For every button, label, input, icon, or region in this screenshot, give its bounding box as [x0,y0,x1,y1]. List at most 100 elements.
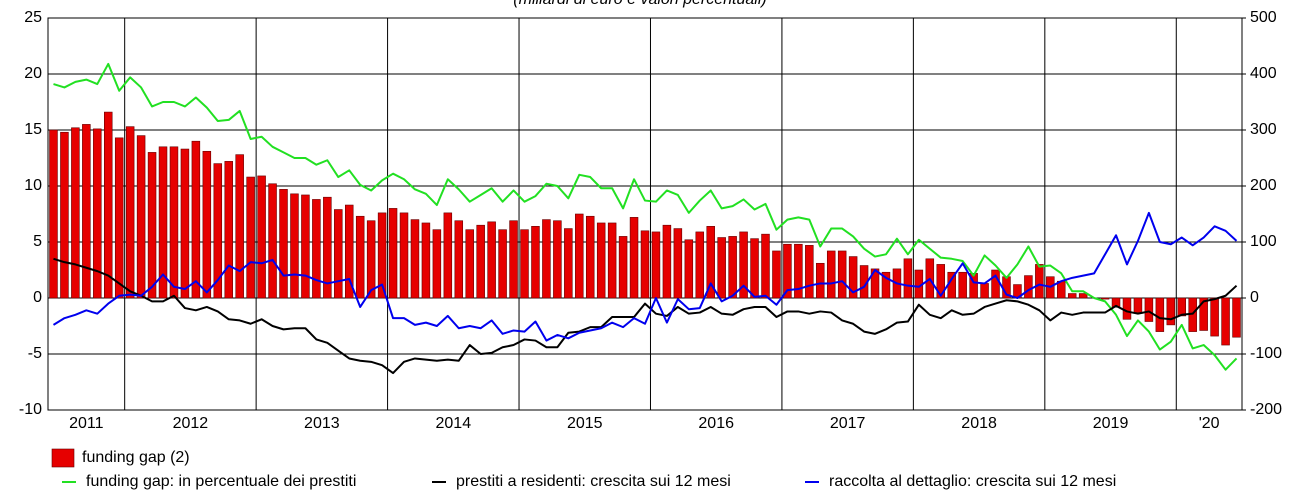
bar [454,220,464,299]
bar [1221,297,1230,346]
bar [224,161,233,299]
x-tick-label: 2018 [961,415,997,432]
bar [114,137,124,299]
x-tick-label: 2019 [1093,415,1129,432]
bar [903,258,913,299]
line [53,62,1238,371]
bar [136,135,146,299]
legend-label: prestiti a residenti: crescita sui 12 me… [456,473,731,490]
y-tick-label: 15 [24,121,42,138]
bar [870,268,880,299]
bar [290,193,299,299]
bar [147,152,157,299]
bar [1210,297,1219,337]
bar [279,189,288,299]
bar [60,131,69,299]
bar [334,209,343,299]
x-tick-label: 2015 [567,415,603,432]
bar [71,127,80,299]
line [52,211,1238,342]
bar [585,215,595,299]
bar [728,236,737,299]
bar [750,238,759,299]
bar [564,228,573,299]
bar [706,226,715,299]
bar [794,243,803,299]
bar [432,229,442,299]
y-tick-label: 0 [33,289,42,306]
bar [783,243,792,299]
bar [848,256,858,299]
x-tick-label: 2011 [69,415,104,432]
x-tick-label: 2012 [173,415,209,432]
bar [575,213,584,299]
bar [991,269,1000,299]
bar [596,222,606,299]
bar [1155,297,1165,332]
legend-swatch [51,448,75,468]
bar [1024,275,1033,299]
bar [881,271,891,299]
y2-tick-label: -200 [1250,401,1282,418]
bar [366,220,376,299]
bar [268,183,277,299]
bar [651,231,661,299]
bar [618,236,628,299]
plot-frame [47,17,1243,411]
bar [958,271,967,299]
bar [695,231,705,299]
bar [772,250,781,299]
bar [388,208,398,299]
bar [816,262,825,299]
y-tick-label: 5 [33,233,42,250]
legend-label: raccolta al dettaglio: crescita sui 12 m… [829,473,1116,490]
bar [82,124,91,299]
bar [837,250,847,299]
bar [191,140,201,299]
bar [509,220,518,299]
legend-label: funding gap (2) [82,449,190,466]
bar [377,212,387,299]
y2-tick-label: 500 [1250,9,1277,26]
bar [49,129,58,299]
bar [246,176,255,299]
bar [1078,293,1088,299]
bar [684,239,694,299]
y2-tick-label: 400 [1250,65,1277,82]
y2-tick-label: 300 [1250,121,1277,138]
bar [104,111,113,299]
bar [542,219,551,299]
y-tick-label: 25 [24,9,42,26]
bar [553,220,562,299]
bar [1133,297,1143,313]
bar [1100,297,1110,300]
x-tick-label: 2013 [304,415,340,432]
bar [323,196,332,299]
bar [1067,293,1077,299]
bar [826,250,836,299]
bar [1177,297,1186,317]
y2-tick-label: 200 [1250,177,1277,194]
bar [520,229,529,299]
y2-tick-label: 0 [1250,289,1259,306]
bar [980,283,989,299]
bar [1122,297,1132,320]
bar [969,273,978,299]
x-tick-label: 2014 [436,415,472,432]
bar [805,245,814,299]
bar [629,217,639,299]
bar [717,237,726,299]
bar [443,212,453,299]
bar [410,219,420,299]
bar [739,231,748,299]
line [53,257,1238,375]
chart-subtitle: (miliardi di euro e valori percentuali) [513,0,766,8]
bar [169,146,179,299]
bar [93,128,102,299]
bar [673,228,683,299]
bar [355,215,365,299]
bar [662,224,672,299]
y-tick-label: 20 [24,65,42,82]
y2-tick-label: 100 [1250,233,1277,250]
